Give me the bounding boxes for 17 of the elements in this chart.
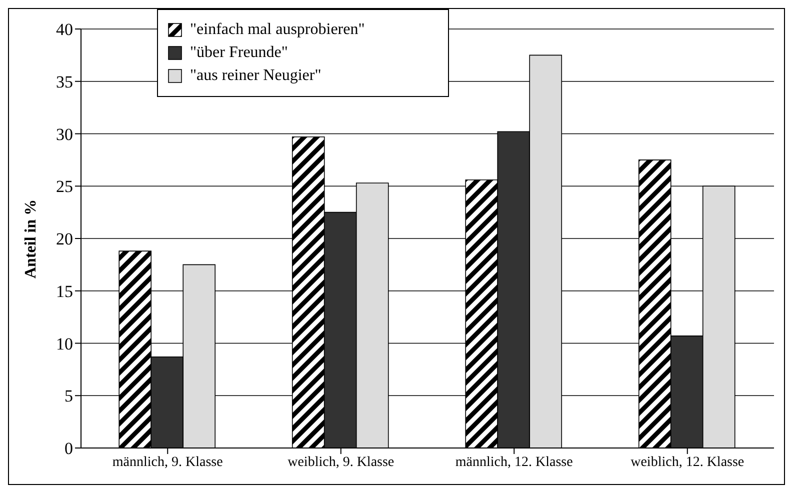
legend-label: "aus reiner Neugier": [190, 67, 322, 85]
y-tick-label: 25: [56, 177, 73, 196]
x-tick-label: männlich, 9. Klasse: [112, 454, 223, 470]
y-tick-label: 15: [56, 282, 73, 301]
legend-label: "einfach mal ausprobieren": [190, 21, 365, 39]
y-axis-title: Anteil in %: [22, 199, 40, 278]
y-tick-label: 20: [56, 230, 73, 249]
y-tick-label: 30: [56, 124, 73, 144]
y-tick-label: 35: [56, 72, 73, 92]
y-tick-label: 5: [64, 386, 73, 406]
y-tick-label: 0: [64, 439, 73, 458]
legend-label: "über Freunde": [190, 44, 288, 62]
x-tick-label: weiblich, 12. Klasse: [630, 454, 744, 470]
y-tick-label: 40: [56, 20, 73, 40]
x-tick-label: weiblich, 9. Klasse: [288, 454, 394, 470]
y-tick-label: 10: [56, 334, 73, 354]
x-tick-label: männlich, 12. Klasse: [455, 454, 573, 470]
